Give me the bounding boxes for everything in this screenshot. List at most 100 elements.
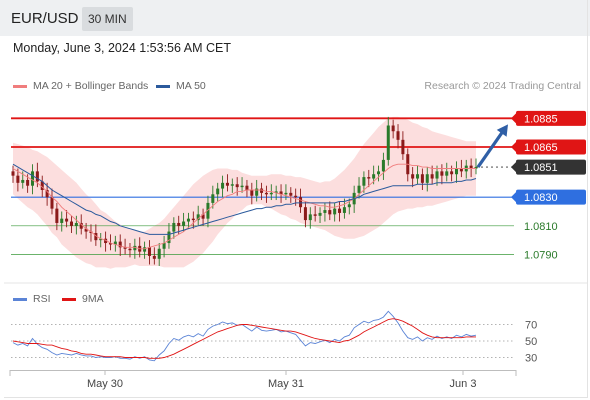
candle-body	[367, 177, 371, 179]
candle-body	[133, 245, 137, 251]
rsi-line	[12, 310, 477, 362]
x-axis-label: May 30	[87, 378, 123, 390]
candle-body	[186, 218, 190, 222]
candle-body	[123, 247, 127, 249]
candle-body	[21, 179, 25, 183]
candle-body	[342, 207, 346, 213]
candle-body	[30, 171, 35, 186]
candle-body	[60, 218, 64, 223]
candle-body	[79, 222, 83, 229]
candle-body	[50, 197, 54, 209]
candle-body	[35, 171, 39, 182]
candle-body	[162, 243, 166, 249]
level-tag-pointer	[511, 142, 516, 152]
candle-body	[255, 188, 259, 196]
ma50-swatch	[156, 84, 170, 88]
chart-credit: Research © 2024 Trading Central	[424, 80, 581, 92]
level-tag-1.0885	[516, 110, 586, 126]
bollinger-band	[13, 116, 476, 269]
candle-body	[333, 208, 337, 215]
level-label-1.0851: 1.0851	[524, 162, 558, 174]
candle-body	[11, 171, 15, 176]
candle-body	[74, 222, 78, 226]
legend-ma50: MA 50	[156, 80, 206, 92]
rsi-ma9-line	[12, 318, 476, 359]
candle-body	[279, 191, 283, 195]
candle-body	[84, 228, 88, 232]
candle-body	[318, 212, 322, 216]
candle-body	[357, 185, 361, 193]
candle-body	[26, 179, 30, 186]
candle-body	[94, 233, 98, 241]
candle-body	[299, 197, 303, 208]
candle-body	[235, 184, 239, 188]
candle-body	[338, 208, 342, 213]
level-label-1.0885: 1.0885	[524, 113, 558, 125]
candle-body	[225, 182, 229, 186]
legend-ma9-label: 9MA	[82, 293, 104, 305]
candle-body	[420, 174, 424, 183]
legend-ma20-label: MA 20 + Bollinger Bands	[33, 80, 149, 92]
candle-body	[157, 248, 161, 259]
candle-body	[172, 222, 176, 232]
candle-body	[143, 247, 147, 252]
candle-body	[230, 184, 234, 186]
candle-body	[416, 174, 420, 179]
candle-body	[245, 185, 249, 190]
forecast-arrow-head	[496, 124, 508, 137]
candle-body	[89, 231, 93, 233]
candle-body	[260, 188, 264, 193]
candle-body	[104, 238, 108, 244]
candle-body	[474, 167, 478, 169]
candle-body	[152, 255, 156, 259]
rsi-axis-label-70: 70	[525, 320, 537, 332]
candle-body	[308, 214, 312, 221]
candle-body	[196, 214, 200, 221]
candle-body	[113, 241, 117, 245]
level-label-1.0810: 1.0810	[524, 221, 558, 233]
candle-body	[269, 192, 273, 195]
candle-body	[40, 181, 44, 190]
candle-body	[206, 202, 210, 219]
forecast-arrow-shaft	[476, 127, 507, 168]
legend-rsi-label: RSI	[33, 293, 51, 305]
candle-body	[459, 168, 463, 172]
chart-datetime: Monday, June 3, 2024 1:53:56 AM CET	[13, 41, 231, 55]
candle-body	[216, 188, 220, 195]
candle-body	[250, 190, 254, 196]
ma9-swatch	[62, 297, 76, 301]
candle-body	[435, 171, 439, 179]
candle-body	[313, 214, 317, 216]
candle-body	[182, 221, 186, 226]
candle-body	[240, 185, 244, 188]
x-axis-label: Jun 3	[450, 378, 477, 390]
candle-body	[294, 195, 298, 198]
candle-body	[425, 174, 429, 183]
level-tag-1.0851	[516, 159, 586, 175]
level-label-1.0865: 1.0865	[524, 142, 558, 154]
candle-body	[45, 190, 49, 198]
candle-body	[469, 165, 473, 169]
level-tag-pointer	[511, 113, 516, 124]
level-label-1.0830: 1.0830	[524, 192, 558, 204]
candle-body	[430, 174, 434, 179]
rsi-axis-label-50: 50	[525, 336, 537, 348]
timeframe-button[interactable]: 30 MIN	[82, 7, 133, 31]
candle-body	[108, 243, 112, 245]
candle-body	[381, 159, 385, 172]
candle-body	[69, 221, 73, 226]
currency-pair-title: EUR/USD	[11, 10, 79, 27]
ma20-line	[12, 163, 476, 250]
candle-body	[128, 248, 132, 251]
candle-body	[328, 210, 332, 215]
candle-body	[303, 207, 307, 221]
candle-body	[118, 241, 122, 248]
level-tag-pointer	[511, 192, 516, 203]
candle-body	[65, 218, 69, 222]
candle-body	[211, 194, 215, 203]
candle-body	[284, 192, 288, 195]
candle-body	[221, 182, 225, 189]
candle-body	[201, 214, 205, 219]
level-tag-pointer	[511, 162, 516, 173]
